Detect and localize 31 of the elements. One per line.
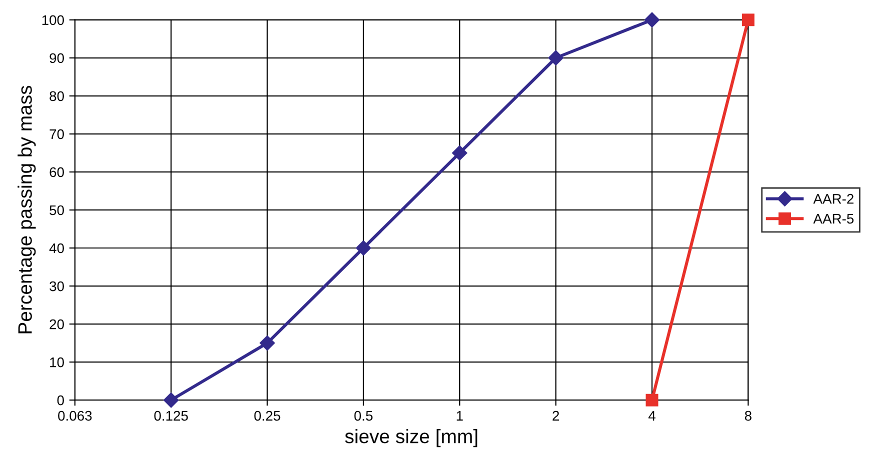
y-tick-label: 20: [50, 319, 64, 330]
x-tick-label: 8: [744, 410, 752, 421]
point: [260, 335, 275, 351]
y-tick-label: 60: [50, 167, 64, 178]
y-tick-label: 90: [50, 53, 64, 64]
y-tick-label: 0: [57, 395, 64, 406]
x-tick-label: 0.5: [354, 410, 373, 421]
y-axis-title: Percentage passing by mass: [18, 86, 36, 334]
y-tick-label: 70: [50, 129, 64, 140]
x-tick-label: 0.125: [154, 410, 188, 421]
point: [646, 394, 658, 406]
y-tick-label: 50: [50, 205, 64, 216]
point: [548, 50, 564, 66]
x-tick-label: 2: [552, 410, 559, 421]
point: [644, 12, 660, 28]
point: [356, 240, 372, 256]
point: [164, 392, 179, 408]
y-tick-label: 80: [50, 91, 64, 102]
legend-label: AAR-5: [813, 214, 854, 224]
legend-label: AAR-2: [813, 194, 854, 204]
x-tick-label: 0.063: [58, 410, 92, 421]
x-axis-title: sieve size [mm]: [345, 429, 478, 448]
x-tick-label: 0.25: [254, 410, 280, 421]
y-tick-label: 10: [50, 357, 64, 368]
point: [742, 14, 754, 26]
y-tick-label: 40: [49, 243, 64, 254]
y-tick-label: 100: [42, 15, 64, 26]
point: [452, 145, 468, 161]
x-tick-label: 4: [648, 411, 656, 421]
y-tick-label: 30: [50, 281, 64, 292]
x-tick-label: 1: [456, 411, 463, 421]
